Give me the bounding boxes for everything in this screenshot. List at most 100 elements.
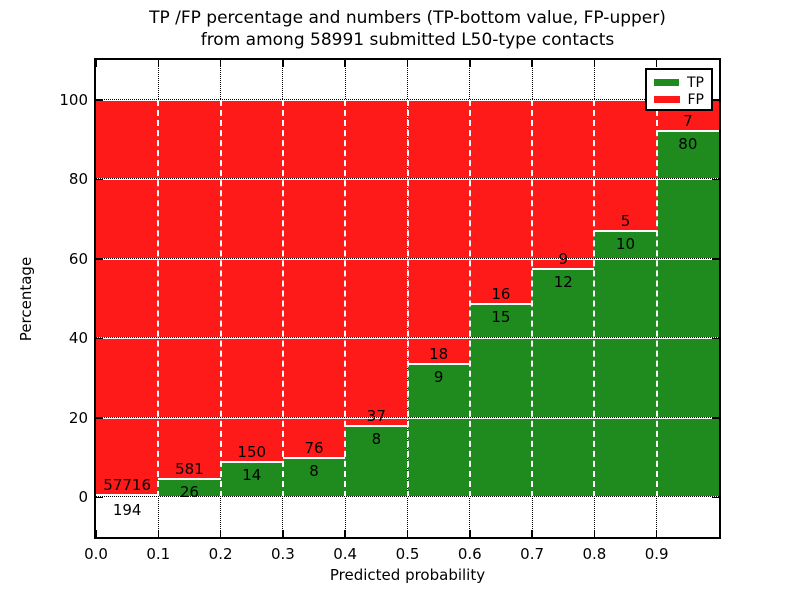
x-tick-label: 0.2 [208,545,233,563]
tp-count-label: 14 [242,466,262,485]
vertical-gridline-over-bars [344,99,347,498]
fp-legend-label: FP [687,91,705,108]
y-tick-label: 0 [78,488,88,507]
fp-count-label: 581 [175,460,204,479]
fp-count-label: 57716 [103,475,152,494]
tp-count-label: 194 [112,501,142,520]
x-tick-label: 0.8 [582,545,607,563]
y-tick-mark-right [712,178,719,180]
x-tick-mark-top [655,60,658,67]
legend-item-tp: TP [654,74,704,91]
plot-inner: 57716 194 581 26 150 14 76 8 37 8 18 9 16 15 9 12 5 10 7 80 [95,60,719,537]
y-tick-mark-left [96,496,103,498]
horizontal-gridline [96,337,719,340]
vertical-gridline-over-bars [531,99,534,498]
chart-title-line2: from among 58991 submitted L50-type cont… [200,30,615,50]
y-tick-mark-left [96,99,103,101]
x-tick-mark-top [344,60,346,67]
tp-bar-segment [282,459,346,498]
y-tick-mark-right [712,258,719,260]
tp-bar-segment [220,463,283,498]
x-tick-mark-top [593,60,596,67]
x-tick-mark-bottom [95,530,97,537]
vertical-gridline-over-bars [157,99,160,498]
fp-count-label: 37 [366,406,386,425]
x-tick-label: 0.1 [146,545,171,563]
tp-bar-segment [158,480,221,498]
fp-bar-segment [158,99,221,481]
vertical-gridline-over-bars [406,99,409,498]
y-tick-mark-left [96,178,103,180]
fp-bar-segment [96,99,159,496]
tp-count-label: 10 [616,235,636,254]
tp-bar-segment [532,270,595,498]
fp-legend-swatch [654,96,680,103]
tp-count-label: 9 [433,367,444,386]
vertical-gridline-over-bars [593,99,596,498]
y-tick-label: 80 [68,170,88,189]
y-tick-mark-left [96,258,103,260]
vertical-gridline-over-bars [219,99,222,498]
horizontal-gridline [96,178,719,181]
x-tick-mark-top [406,60,409,67]
tp-bar-segment [656,131,719,498]
x-tick-label: 0.5 [395,545,420,563]
horizontal-gridline [96,496,719,499]
fp-bar-segment [594,99,657,233]
chart-title: TP /FP percentage and numbers (TP-bottom… [96,7,719,51]
y-tick-mark-right [712,496,719,498]
tp-bar-segment [469,304,533,498]
y-tick-label: 20 [68,408,88,427]
tp-count-label: 26 [179,483,199,502]
vertical-gridline-over-bars [281,99,284,498]
x-tick-mark-top [469,60,471,67]
fp-count-label: 16 [491,284,511,303]
tp-legend-swatch [654,79,679,86]
y-tick-mark-right [712,337,719,339]
vertical-gridline-over-bars [655,99,658,498]
tp-bar-segment [407,364,470,498]
x-tick-mark-bottom [282,530,284,537]
y-axis-label: Percentage [17,256,35,342]
x-tick-label: 0.6 [457,545,482,563]
y-tick-label: 40 [68,329,88,348]
horizontal-gridline [96,257,719,260]
y-tick-mark-right [712,99,719,101]
x-tick-mark-bottom [593,530,596,537]
tp-count-label: 80 [678,134,698,153]
fp-count-label: 150 [237,443,267,462]
x-tick-mark-bottom [219,530,222,537]
legend: TP FP [645,68,713,111]
x-tick-mark-top [95,60,97,67]
fp-bar-segment [345,99,408,427]
tp-bar-segment [594,232,657,498]
chart-title-line1: TP /FP percentage and numbers (TP-bottom… [149,8,666,28]
plot-area: 57716 194 581 26 150 14 76 8 37 8 18 9 16 15 9 12 5 10 7 80 [94,58,721,539]
x-tick-label: 0.4 [333,545,358,563]
fp-count-label: 76 [304,439,324,458]
tp-count-label: 15 [491,307,511,326]
y-tick-label: 60 [68,249,88,268]
vertical-gridline-over-bars [468,99,471,498]
y-tick-label: 100 [59,90,88,109]
fp-count-label: 7 [683,111,693,130]
x-tick-mark-bottom [469,530,471,537]
tp-count-label: 8 [309,462,319,481]
x-tick-mark-bottom [157,530,160,537]
x-tick-mark-top [531,60,533,67]
fp-count-label: 9 [558,250,569,269]
x-tick-mark-bottom [406,530,409,537]
x-tick-mark-top [282,60,284,67]
fp-bar-segment [469,99,533,305]
x-tick-mark-top [157,60,160,67]
fp-bar-segment [407,99,470,365]
y-tick-mark-left [96,417,103,419]
fp-bar-segment [532,99,595,271]
fp-count-label: 18 [429,344,449,363]
horizontal-gridline [96,416,719,419]
horizontal-gridline [96,98,719,101]
tp-count-label: 8 [371,429,382,448]
x-tick-mark-top [219,60,222,67]
fp-bar-segment [282,99,346,460]
